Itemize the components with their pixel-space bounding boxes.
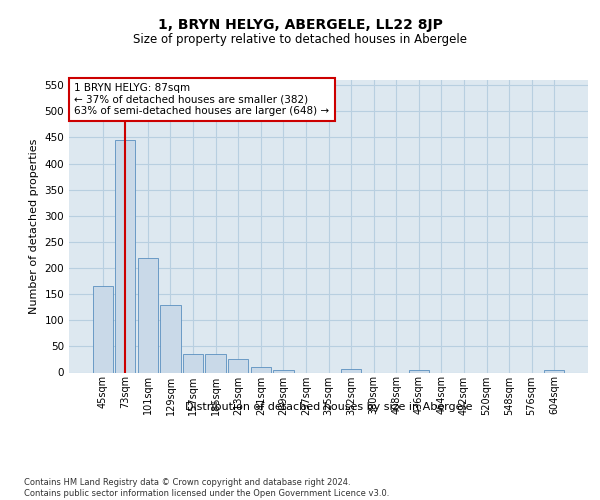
Bar — [160, 304, 181, 372]
Y-axis label: Number of detached properties: Number of detached properties — [29, 138, 39, 314]
Bar — [544, 370, 565, 372]
Bar — [92, 286, 113, 372]
Bar — [409, 370, 429, 372]
Bar — [228, 360, 248, 372]
Text: Size of property relative to detached houses in Abergele: Size of property relative to detached ho… — [133, 32, 467, 46]
Bar — [205, 354, 226, 372]
Bar — [341, 369, 361, 372]
Text: 1 BRYN HELYG: 87sqm
← 37% of detached houses are smaller (382)
63% of semi-detac: 1 BRYN HELYG: 87sqm ← 37% of detached ho… — [74, 83, 329, 116]
Bar — [183, 354, 203, 372]
Bar — [115, 140, 136, 372]
Text: Contains HM Land Registry data © Crown copyright and database right 2024.
Contai: Contains HM Land Registry data © Crown c… — [24, 478, 389, 498]
Bar — [138, 258, 158, 372]
Text: 1, BRYN HELYG, ABERGELE, LL22 8JP: 1, BRYN HELYG, ABERGELE, LL22 8JP — [158, 18, 442, 32]
Bar — [251, 368, 271, 372]
Bar — [273, 370, 293, 372]
Text: Distribution of detached houses by size in Abergele: Distribution of detached houses by size … — [185, 402, 473, 412]
